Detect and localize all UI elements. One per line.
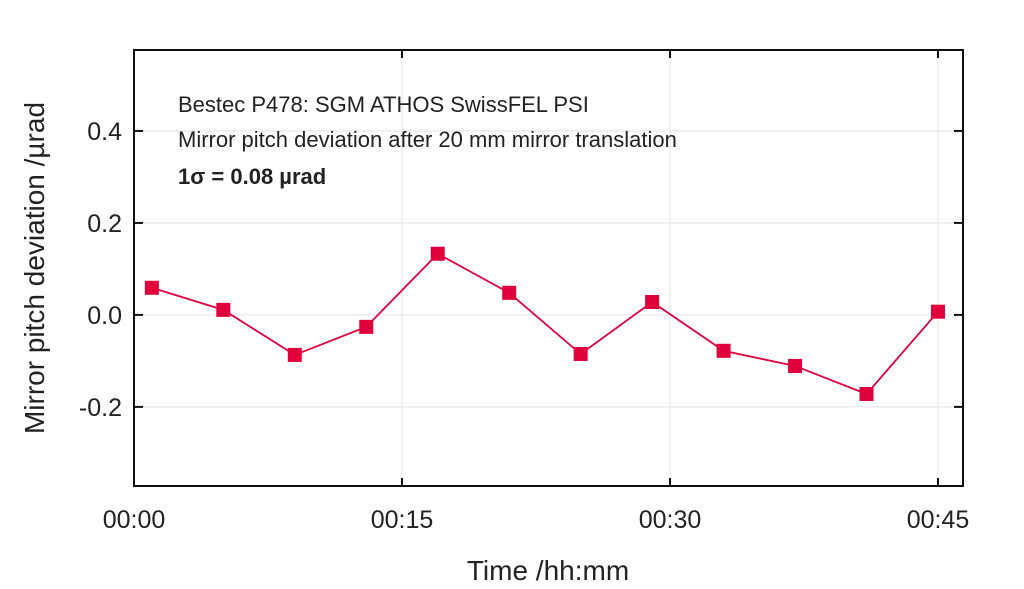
x-axis-label: Time /hh:mm xyxy=(467,555,629,586)
annotation-line-1: Bestec P478: SGM ATHOS SwissFEL PSI xyxy=(178,92,589,117)
annotation-line-2: Mirror pitch deviation after 20 mm mirro… xyxy=(178,127,677,152)
y-tick-label: -0.2 xyxy=(79,394,122,422)
x-tick-label: 00:00 xyxy=(103,506,166,534)
data-point xyxy=(359,319,374,334)
data-point xyxy=(859,387,874,402)
data-point xyxy=(573,347,588,362)
y-tick-label: 0.4 xyxy=(87,118,122,146)
plot-frame xyxy=(133,49,964,487)
x-tick-label: 00:30 xyxy=(639,506,702,534)
data-point xyxy=(144,280,159,295)
data-point xyxy=(430,246,445,261)
y-tick-label: 0.0 xyxy=(87,302,122,330)
x-tick-label: 00:15 xyxy=(371,506,434,534)
y-axis-label: Mirror pitch deviation /µrad xyxy=(19,102,50,434)
ticks: 00:00 00:15 00:30 00:45 0.4 0.2 0.0 -0.2 xyxy=(79,50,969,534)
annotation-sigma: 1σ = 0.08 µrad xyxy=(178,164,326,189)
data-point xyxy=(930,304,945,319)
y-tick-label: 0.2 xyxy=(87,210,122,238)
data-point xyxy=(788,358,803,373)
data-point xyxy=(645,295,660,310)
data-point xyxy=(502,285,517,300)
grid xyxy=(134,50,963,486)
data-point xyxy=(716,343,731,358)
data-point xyxy=(216,302,231,317)
data-point xyxy=(287,347,302,362)
series-line xyxy=(151,252,939,396)
x-tick-label: 00:45 xyxy=(907,506,970,534)
series-group xyxy=(144,246,945,402)
